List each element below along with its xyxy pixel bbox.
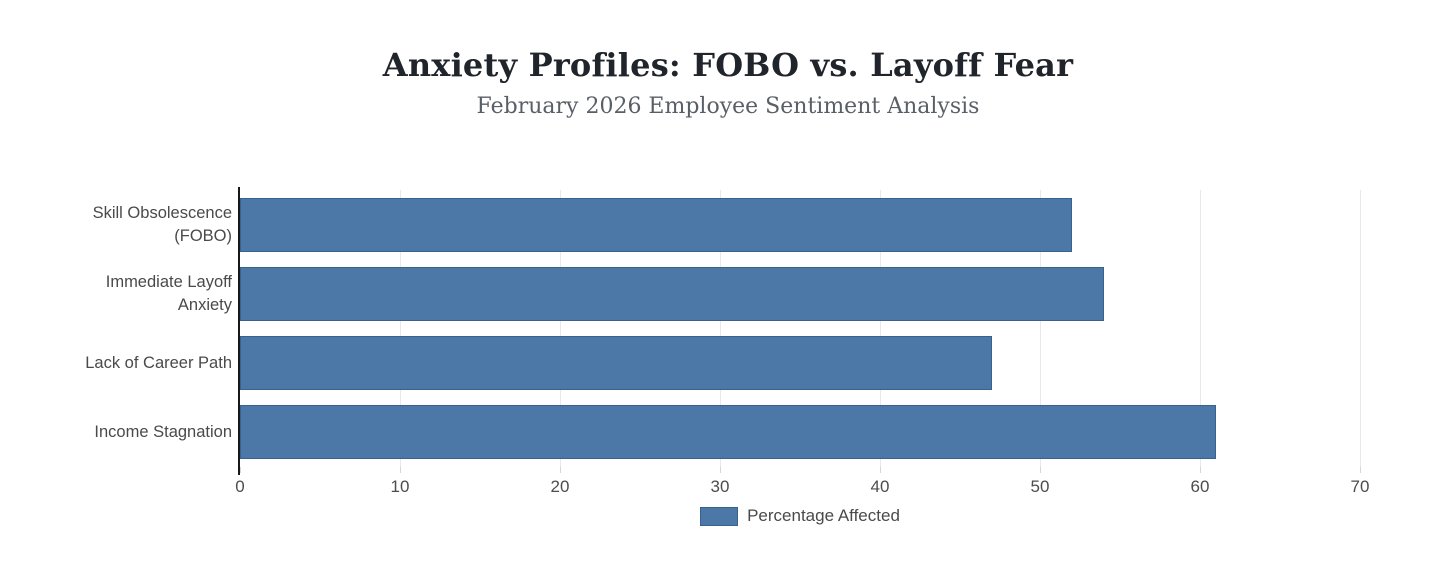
x-tick-label-20: 20 [550,477,570,496]
x-tick-label-10: 10 [390,477,410,496]
x-tick-label-60: 60 [1190,477,1210,496]
bar-1 [240,266,1104,321]
category-label-0: Skill Obsolescence (FOBO) [92,203,232,245]
legend-swatch [700,506,739,526]
x-tick-mark-40 [880,467,881,473]
x-tick-mark-30 [720,467,721,473]
gridline-30 [720,190,721,473]
x-tick-mark-50 [1040,467,1041,473]
legend-label: Percentage Affected [747,506,900,525]
x-tick-label-0: 0 [235,477,245,496]
gridline-60 [1200,190,1201,473]
x-tick-mark-60 [1200,467,1201,473]
plot-area [238,187,1361,475]
x-tick-mark-20 [560,467,561,473]
category-label-2: Lack of Career Path [85,353,232,372]
x-tick-mark-10 [400,467,401,473]
chart-subtitle: February 2026 Employee Sentiment Analysi… [476,94,980,119]
x-tick-mark-70 [1360,467,1361,473]
gridline-10 [400,190,401,473]
gridline-50 [1040,190,1041,473]
chart-title: Anxiety Profiles: FOBO vs. Layoff Fear [382,46,1074,84]
gridline-40 [880,190,881,473]
gridline-20 [560,190,561,473]
x-tick-label-40: 40 [870,477,890,496]
legend: Percentage Affected [240,506,1360,526]
bar-3 [240,405,1216,460]
x-tick-label-50: 50 [1030,477,1050,496]
bar-2 [240,336,992,391]
x-tick-label-70: 70 [1350,477,1370,496]
y-axis-line [238,187,240,475]
bar-0 [240,197,1072,252]
category-label-3: Income Stagnation [94,422,232,441]
gridline-70 [1360,190,1361,473]
x-tick-label-30: 30 [710,477,730,496]
category-label-1: Immediate Layoff Anxiety [105,272,232,314]
x-tick-mark-0 [240,467,241,473]
